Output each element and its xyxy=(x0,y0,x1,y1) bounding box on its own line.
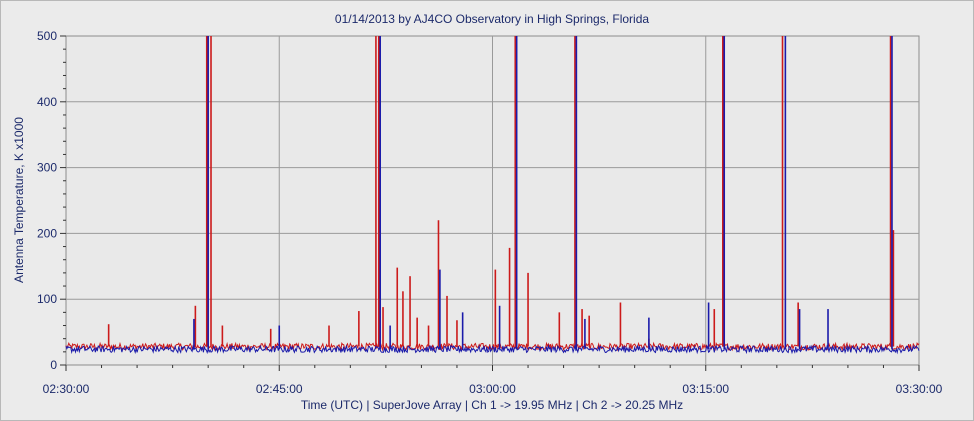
x-axis-label: Time (UTC) | SuperJove Array | Ch 1 -> 1… xyxy=(301,398,683,412)
series-layer xyxy=(65,36,920,355)
x-tick-label: 03:15:00 xyxy=(682,382,729,396)
x-tick-label: 03:30:00 xyxy=(896,382,943,396)
x-tick-label: 02:30:00 xyxy=(43,382,90,396)
y-tick-label: 0 xyxy=(50,358,57,372)
y-axis-label: Antenna Temperature, K x1000 xyxy=(12,117,26,283)
chart-title: 01/14/2013 by AJ4CO Observatory in High … xyxy=(335,12,649,26)
axis-layer: 0 100 200 300 400 500 02:30:00 02:45:00 03:00:00… xyxy=(37,29,943,396)
y-tick-label: 300 xyxy=(37,161,57,175)
y-tick-label: 100 xyxy=(37,292,57,306)
x-tick-label: 02:45:00 xyxy=(256,382,303,396)
y-tick-label: 500 xyxy=(37,29,57,43)
x-tick-label: 03:00:00 xyxy=(469,382,516,396)
y-tick-label: 200 xyxy=(37,226,57,240)
y-tick-label: 400 xyxy=(37,95,57,109)
